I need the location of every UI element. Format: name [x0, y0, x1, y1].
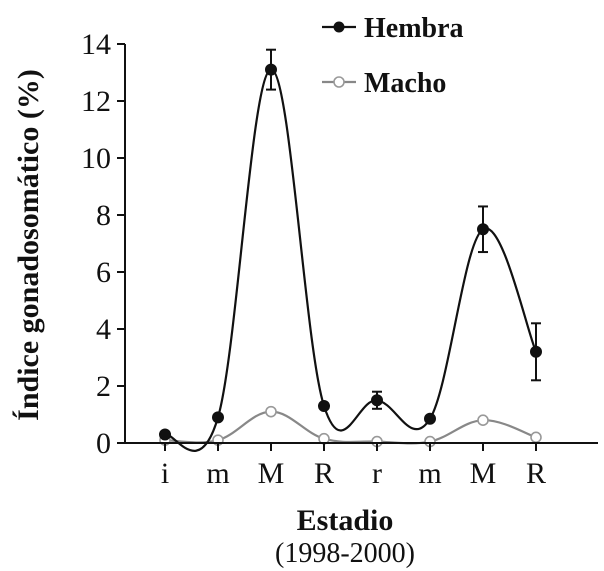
x-tick-label: R: [526, 457, 546, 490]
hembra-point: [530, 345, 542, 358]
y-tick-label: 4: [96, 313, 111, 346]
x-axis-label: Estadio: [297, 504, 394, 537]
x-axis-sublabel: (1998-2000): [275, 538, 415, 569]
macho-legend-label: Macho: [364, 68, 446, 99]
y-tick-label: 6: [96, 256, 111, 289]
hembra-point: [159, 428, 171, 441]
x-tick-label: R: [314, 457, 334, 490]
y-tick-label: 2: [96, 370, 111, 403]
x-tick-label: M: [258, 457, 285, 490]
hembra-point: [318, 399, 330, 412]
y-axis-label: Índice gonadosomático (%): [12, 69, 45, 421]
legend: Hembra Macho: [322, 13, 464, 99]
macho-point: [265, 405, 277, 418]
hembra-point: [371, 394, 383, 407]
x-tick-label: i: [161, 457, 169, 490]
hembra-legend-marker: [333, 21, 345, 33]
hembra-point: [424, 412, 436, 425]
y-tick-label: 14: [81, 28, 111, 61]
hembra-point: [265, 63, 277, 76]
y-tick-label: 10: [81, 142, 111, 175]
series-layer: [159, 48, 542, 452]
x-tick-label: m: [206, 457, 229, 490]
axes-layer: [124, 44, 598, 444]
macho-point: [477, 414, 489, 427]
x-tick-label: r: [372, 457, 382, 490]
x-tick-label: M: [470, 457, 497, 490]
y-tick-label: 0: [96, 427, 111, 460]
hembra-line: [164, 68, 538, 452]
macho-point: [530, 431, 542, 444]
y-tick-label: 8: [96, 199, 111, 232]
hembra-point: [477, 223, 489, 236]
hembra-point: [212, 411, 224, 424]
x-tick-label: m: [418, 457, 441, 490]
hembra-legend-label: Hembra: [364, 13, 464, 44]
macho-legend-marker: [333, 76, 345, 88]
y-tick-label: 12: [81, 85, 111, 118]
macho-line: [164, 410, 537, 445]
